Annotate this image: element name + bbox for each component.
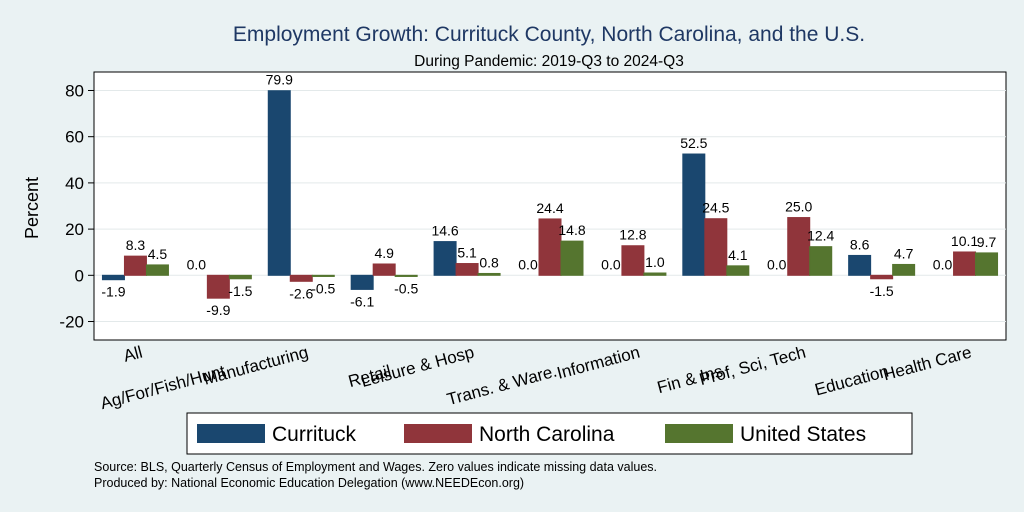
category-label: Health Care [881,343,974,385]
bar-currituck [848,254,872,276]
chart-title: Employment Growth: Currituck County, Nor… [233,23,865,46]
bar-united-states [228,274,252,280]
bar-united-states [726,265,750,276]
data-label: -1.5 [870,283,894,299]
data-label: -9.9 [206,302,230,318]
data-label: 52.5 [680,135,707,151]
data-label: -6.1 [350,293,374,309]
data-label: 9.7 [977,234,997,250]
y-tick-label: 0 [75,266,84,285]
legend-label: United States [740,423,866,446]
legend-swatch-north-carolina [404,424,472,443]
data-label: 0.0 [933,256,953,272]
data-label: 0.0 [601,256,621,272]
data-label: 0.0 [518,256,538,272]
data-label: -0.5 [311,280,335,296]
data-label: 12.4 [807,228,834,244]
data-label: 24.5 [702,200,729,216]
legend-swatch-currituck [197,424,265,443]
data-label: 12.8 [619,227,646,243]
bar-north-carolina [787,217,811,276]
data-label: 24.4 [536,200,563,216]
legend-box [186,412,913,455]
bar-north-carolina [372,263,396,276]
bar-united-states [394,274,418,277]
bar-united-states [643,272,667,276]
data-label: 79.9 [266,72,293,88]
y-axis-label: Percent [22,177,42,239]
y-tick-label: 20 [65,220,84,239]
data-label: 8.6 [850,236,870,252]
bar-north-carolina [289,274,313,282]
data-label: 0.0 [767,256,787,272]
data-label: 4.7 [894,245,914,261]
data-label: 10.1 [951,233,978,249]
data-label: -2.6 [289,285,313,301]
bar-united-states [809,246,833,276]
plot-area [93,71,1007,341]
data-label: 14.8 [558,222,585,238]
bar-united-states [477,272,501,276]
category-label: Trans. & Ware. [445,362,559,410]
bar-currituck [101,274,125,281]
bar-united-states [145,264,169,276]
data-label: 25.0 [785,199,812,215]
legend-label: North Carolina [479,423,615,446]
data-label: 0.8 [479,254,499,270]
bar-north-carolina [621,245,645,276]
data-label: 4.1 [728,247,748,263]
legend-label: Currituck [272,423,357,446]
category-label: All [121,343,144,366]
category-label: Information [555,343,642,383]
data-label: -1.9 [101,284,125,300]
data-label: 0.0 [187,256,207,272]
bar-north-carolina [870,274,894,280]
bar-currituck [433,241,457,276]
data-label: 4.9 [374,245,394,261]
bar-united-states [560,240,584,276]
bar-united-states [892,263,916,276]
y-tick-label: 80 [65,81,84,100]
bar-north-carolina [123,255,147,276]
bar-currituck [267,90,291,276]
bar-north-carolina [704,218,728,276]
bar-north-carolina [206,274,230,299]
y-tick-label: 40 [65,174,84,193]
category-label: Manufacturing [201,343,310,389]
category-label: Prof, Sci, Tech [697,343,807,390]
data-label: 4.5 [148,246,168,262]
data-label: 14.6 [431,223,458,239]
data-label: 5.1 [457,245,477,261]
category-label: Education [813,362,891,400]
bar-currituck [350,274,374,290]
chart-subtitle: During Pandemic: 2019-Q3 to 2024-Q3 [414,53,684,70]
data-label: 1.0 [645,254,665,270]
data-label: 8.3 [126,237,146,253]
y-tick-label: 60 [65,128,84,147]
bar-united-states [311,274,335,277]
source-note: Source: BLS, Quarterly Census of Employm… [94,460,657,474]
data-label: -0.5 [394,280,418,296]
bar-north-carolina [953,251,977,276]
y-tick-label: -20 [59,313,84,332]
legend-swatch-united-states [665,424,733,443]
bar-currituck [682,153,706,276]
produced-by-note: Produced by: National Economic Education… [94,476,524,490]
data-label: -1.5 [228,283,252,299]
bar-united-states [975,252,999,276]
bar-north-carolina [455,263,479,276]
